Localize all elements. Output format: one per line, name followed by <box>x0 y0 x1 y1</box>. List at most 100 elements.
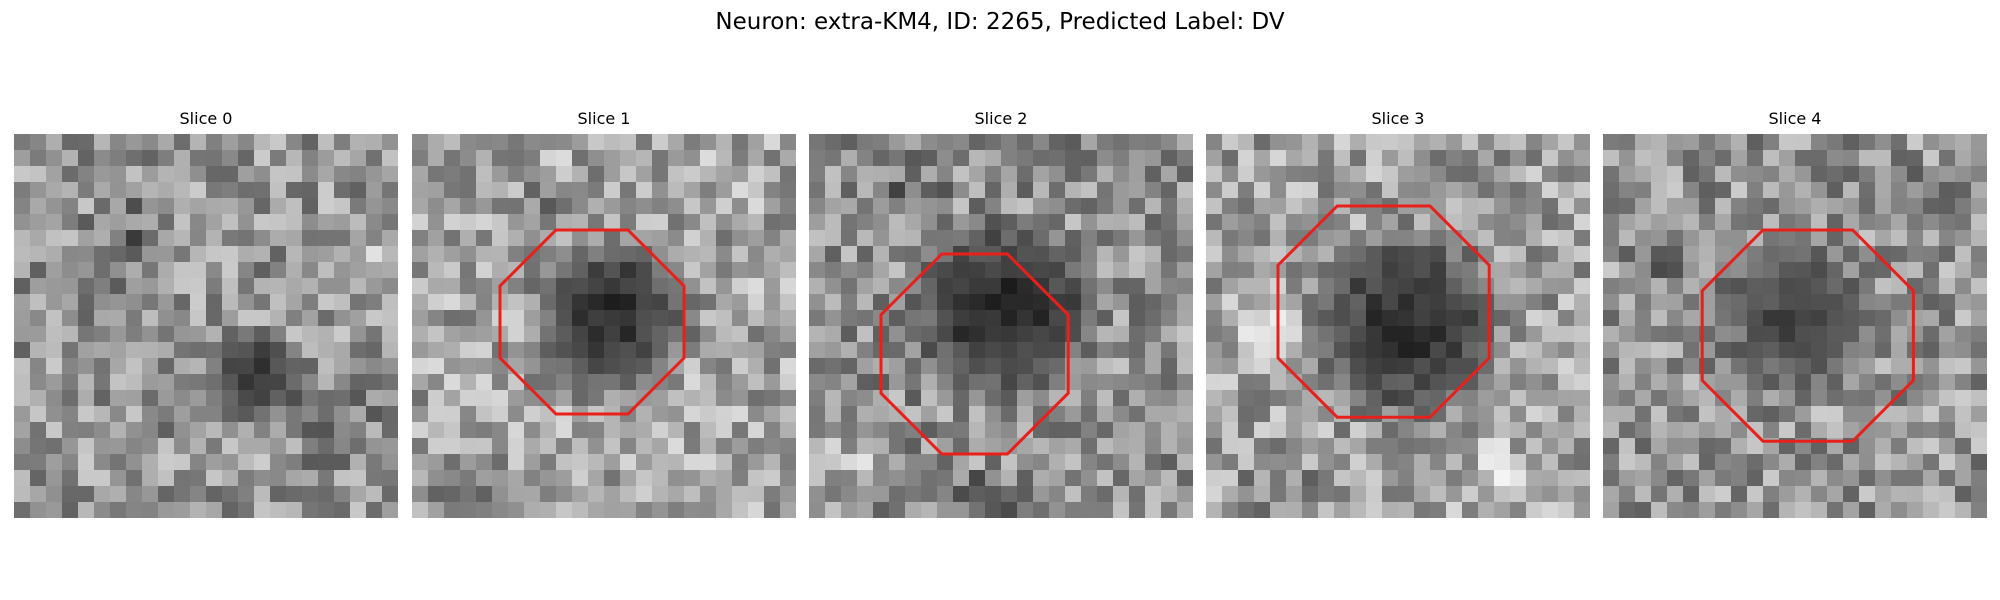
image-pixel <box>412 214 429 231</box>
image-pixel <box>302 406 319 423</box>
image-pixel <box>841 310 858 327</box>
image-pixel <box>1113 182 1130 199</box>
image-pixel <box>428 214 445 231</box>
image-pixel <box>1875 214 1892 231</box>
image-pixel <box>937 214 954 231</box>
image-pixel <box>1430 214 1447 231</box>
image-pixel <box>1494 406 1511 423</box>
slice-4-image <box>1603 134 1987 518</box>
image-pixel <box>889 342 906 359</box>
image-pixel <box>1145 262 1162 279</box>
image-pixel <box>969 470 986 487</box>
image-pixel <box>1206 166 1223 183</box>
image-pixel <box>1049 342 1066 359</box>
image-pixel <box>1731 294 1748 311</box>
image-pixel <box>1478 198 1495 215</box>
image-pixel <box>1097 150 1114 167</box>
image-pixel <box>94 342 111 359</box>
image-pixel <box>142 214 159 231</box>
image-pixel <box>1494 358 1511 375</box>
image-pixel <box>318 262 335 279</box>
image-pixel <box>1254 166 1271 183</box>
image-pixel <box>1478 438 1495 455</box>
image-pixel <box>604 390 621 407</box>
image-pixel <box>238 198 255 215</box>
image-pixel <box>620 262 637 279</box>
image-pixel <box>254 470 271 487</box>
image-pixel <box>1049 166 1066 183</box>
image-pixel <box>620 374 637 391</box>
image-pixel <box>1875 390 1892 407</box>
image-pixel <box>1667 326 1684 343</box>
image-pixel <box>1510 294 1527 311</box>
image-pixel <box>366 438 383 455</box>
image-pixel <box>636 406 653 423</box>
image-pixel <box>604 246 621 263</box>
image-pixel <box>684 422 701 439</box>
panel-title-slice-2: Slice 2 <box>974 109 1028 128</box>
image-pixel <box>206 294 223 311</box>
image-pixel <box>1302 454 1319 471</box>
image-pixel <box>1318 230 1335 247</box>
image-pixel <box>1238 326 1255 343</box>
image-pixel <box>700 262 717 279</box>
image-pixel <box>1779 502 1796 518</box>
image-pixel <box>905 406 922 423</box>
image-pixel <box>780 182 796 199</box>
image-pixel <box>1081 150 1098 167</box>
image-pixel <box>604 374 621 391</box>
image-pixel <box>716 390 733 407</box>
image-pixel <box>1939 422 1956 439</box>
image-pixel <box>350 294 367 311</box>
image-pixel <box>1430 422 1447 439</box>
image-pixel <box>94 390 111 407</box>
image-pixel <box>937 166 954 183</box>
image-pixel <box>1795 326 1812 343</box>
image-pixel <box>1955 262 1972 279</box>
image-pixel <box>1113 278 1130 295</box>
image-pixel <box>1350 166 1367 183</box>
image-pixel <box>1747 134 1764 151</box>
image-pixel <box>1382 438 1399 455</box>
image-pixel <box>1350 374 1367 391</box>
image-pixel <box>889 486 906 503</box>
image-pixel <box>1270 406 1287 423</box>
image-pixel <box>350 454 367 471</box>
panel-slice-2: Slice 2 <box>809 108 1193 518</box>
image-pixel <box>1414 342 1431 359</box>
image-pixel <box>1177 166 1193 183</box>
image-pixel <box>444 390 461 407</box>
image-pixel <box>1558 310 1575 327</box>
image-pixel <box>460 502 477 518</box>
image-pixel <box>1366 438 1383 455</box>
image-pixel <box>428 406 445 423</box>
image-pixel <box>1145 230 1162 247</box>
image-pixel <box>366 294 383 311</box>
image-pixel <box>206 422 223 439</box>
image-pixel <box>1955 390 1972 407</box>
image-pixel <box>556 486 573 503</box>
image-pixel <box>1635 374 1652 391</box>
image-pixel <box>1971 326 1987 343</box>
image-pixel <box>1795 358 1812 375</box>
image-pixel <box>94 454 111 471</box>
image-pixel <box>556 470 573 487</box>
image-pixel <box>572 294 589 311</box>
image-pixel <box>1827 502 1844 518</box>
image-pixel <box>1382 470 1399 487</box>
panel-slice-1: Slice 1 <box>412 108 796 518</box>
image-pixel <box>1001 422 1018 439</box>
image-pixel <box>270 182 287 199</box>
image-pixel <box>921 134 938 151</box>
image-pixel <box>921 390 938 407</box>
image-pixel <box>1161 198 1178 215</box>
image-pixel <box>652 326 669 343</box>
image-pixel <box>238 134 255 151</box>
image-pixel <box>1859 374 1876 391</box>
image-pixel <box>1382 422 1399 439</box>
image-pixel <box>1286 294 1303 311</box>
image-pixel <box>969 406 986 423</box>
image-pixel <box>1542 198 1559 215</box>
image-pixel <box>14 406 31 423</box>
image-pixel <box>985 342 1002 359</box>
